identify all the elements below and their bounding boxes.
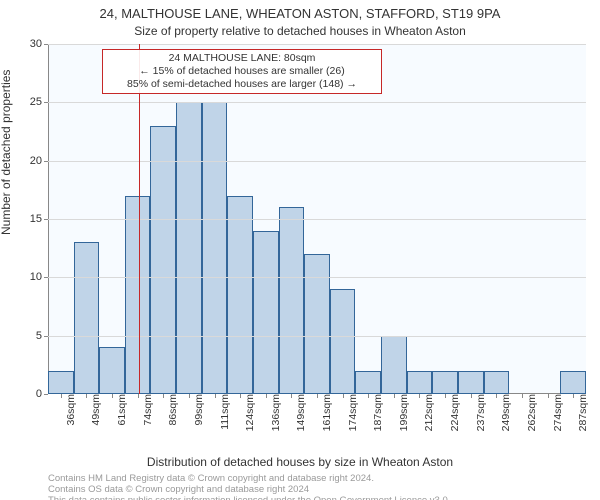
- y-tick-label: 20: [30, 155, 48, 167]
- x-tick-label: 99sqm: [189, 394, 205, 426]
- histogram-bar: [176, 102, 202, 394]
- x-tick-label: 36sqm: [61, 394, 77, 426]
- x-tick-label: 161sqm: [317, 394, 333, 431]
- x-tick-label: 111sqm: [215, 394, 231, 430]
- histogram-bar: [432, 371, 458, 394]
- histogram-bar: [227, 196, 253, 394]
- y-tick-label: 5: [36, 330, 48, 342]
- chart-title: 24, MALTHOUSE LANE, WHEATON ASTON, STAFF…: [0, 6, 600, 21]
- histogram-bar: [279, 207, 305, 394]
- x-tick-label: 187sqm: [368, 394, 384, 431]
- histogram-bar: [202, 102, 228, 394]
- y-axis-label: Number of detached properties: [0, 70, 13, 235]
- histogram-bar: [253, 231, 279, 394]
- x-tick-label: 61sqm: [112, 394, 128, 426]
- histogram-bar: [381, 336, 407, 394]
- grid-line: [48, 336, 586, 337]
- x-tick-label: 124sqm: [240, 394, 256, 431]
- histogram-bar: [150, 126, 176, 394]
- x-tick-label: 49sqm: [86, 394, 102, 426]
- x-tick-label: 262sqm: [522, 394, 538, 431]
- x-axis-label: Distribution of detached houses by size …: [0, 455, 600, 469]
- annotation-box: 24 MALTHOUSE LANE: 80sqm← 15% of detache…: [102, 49, 382, 94]
- x-tick-label: 249sqm: [496, 394, 512, 431]
- grid-line: [48, 219, 586, 220]
- annotation-line: 24 MALTHOUSE LANE: 80sqm: [109, 52, 375, 65]
- footer-attribution: Contains HM Land Registry data © Crown c…: [48, 474, 450, 500]
- grid-line: [48, 161, 586, 162]
- plot-area: 05101520253036sqm49sqm61sqm74sqm86sqm99s…: [48, 44, 586, 394]
- annotation-line: ← 15% of detached houses are smaller (26…: [109, 65, 375, 78]
- histogram-bar: [125, 196, 151, 394]
- grid-line: [48, 102, 586, 103]
- y-tick-label: 0: [36, 388, 48, 400]
- histogram-bar: [304, 254, 330, 394]
- histogram-bar: [407, 371, 433, 394]
- footer-line-3: This data contains public sector informa…: [48, 496, 450, 500]
- y-tick-label: 25: [30, 96, 48, 108]
- x-tick-label: 199sqm: [394, 394, 410, 431]
- x-tick-label: 287sqm: [573, 394, 589, 431]
- x-tick-label: 86sqm: [163, 394, 179, 426]
- annotation-line: 85% of semi-detached houses are larger (…: [109, 78, 375, 91]
- histogram-bar: [74, 242, 100, 394]
- x-tick-label: 74sqm: [138, 394, 154, 426]
- chart-subtitle: Size of property relative to detached ho…: [0, 24, 600, 38]
- histogram-bar: [560, 371, 586, 394]
- chart-root: 24, MALTHOUSE LANE, WHEATON ASTON, STAFF…: [0, 0, 600, 500]
- histogram-bar: [330, 289, 356, 394]
- x-tick-label: 237sqm: [471, 394, 487, 431]
- histogram-bar: [484, 371, 510, 394]
- y-tick-label: 30: [30, 38, 48, 50]
- grid-line: [48, 44, 586, 45]
- histogram-bar: [48, 371, 74, 394]
- x-tick-label: 149sqm: [291, 394, 307, 431]
- x-tick-label: 136sqm: [266, 394, 282, 431]
- x-tick-label: 212sqm: [419, 394, 435, 431]
- histogram-bar: [99, 347, 125, 394]
- x-tick-label: 274sqm: [548, 394, 564, 431]
- histogram-bar: [458, 371, 484, 394]
- x-tick-label: 224sqm: [445, 394, 461, 431]
- y-tick-label: 10: [30, 271, 48, 283]
- histogram-bar: [355, 371, 381, 394]
- grid-line: [48, 277, 586, 278]
- x-tick-label: 174sqm: [343, 394, 359, 431]
- marker-line: [139, 44, 140, 394]
- y-tick-label: 15: [30, 213, 48, 225]
